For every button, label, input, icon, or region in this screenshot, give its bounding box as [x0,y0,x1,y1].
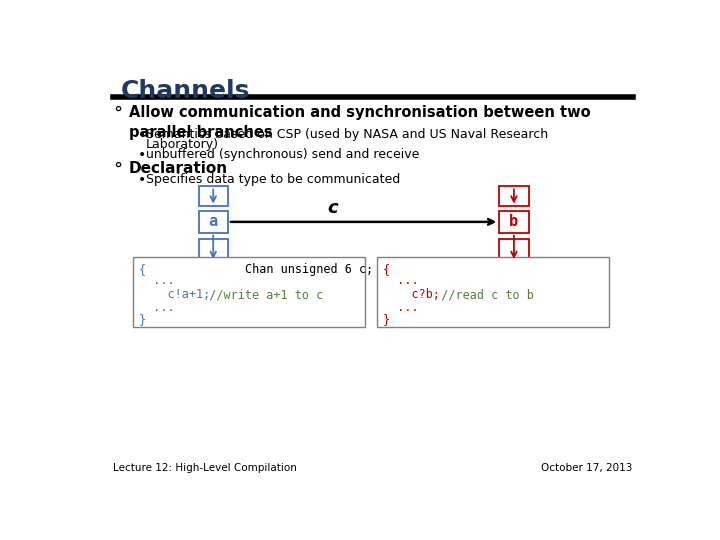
Text: Laboratory): Laboratory) [145,138,219,151]
Text: c?b;: c?b; [383,288,440,301]
Text: }: } [383,314,390,327]
Text: Channels: Channels [121,79,251,103]
Text: Specifies data type to be communicated: Specifies data type to be communicated [145,173,400,186]
Bar [199,186,228,206]
Text: October 17, 2013: October 17, 2013 [541,463,632,473]
Text: ...: ... [383,274,418,287]
Text: ...: ... [139,274,174,287]
Text: //read c to b: //read c to b [427,288,534,301]
Text: //write a+1 to c: //write a+1 to c [194,288,323,301]
Text: ...: ... [383,301,418,314]
Text: ...: ... [139,301,174,314]
Text: b: b [509,214,518,230]
Text: Allow communication and synchronisation between two
parallel branches: Allow communication and synchronisation … [129,105,590,140]
Text: a: a [209,214,217,230]
Text: Declaration: Declaration [129,161,228,176]
Text: }: } [139,314,146,327]
Text: Semantics based on CSP (used by NASA and US Naval Research: Semantics based on CSP (used by NASA and… [145,128,548,141]
Bar [499,239,528,262]
Text: •: • [138,173,146,187]
Text: {: { [139,264,146,276]
Text: Lecture 12: High-Level Compilation: Lecture 12: High-Level Compilation [113,463,297,473]
Text: °: ° [113,105,122,123]
Text: •: • [138,128,146,142]
Bar [499,211,528,233]
Text: °: ° [113,161,122,179]
Text: Chan unsigned 6 c;: Chan unsigned 6 c; [245,264,373,276]
Bar [499,186,528,206]
Text: •: • [138,148,146,162]
Text: c: c [328,199,338,217]
Bar [377,257,609,327]
Bar [132,257,365,327]
Bar [199,239,228,262]
Text: {: { [383,264,390,276]
Text: unbuffered (synchronous) send and receive: unbuffered (synchronous) send and receiv… [145,148,419,161]
Bar [199,211,228,233]
Text: c!a+1;: c!a+1; [139,288,210,301]
